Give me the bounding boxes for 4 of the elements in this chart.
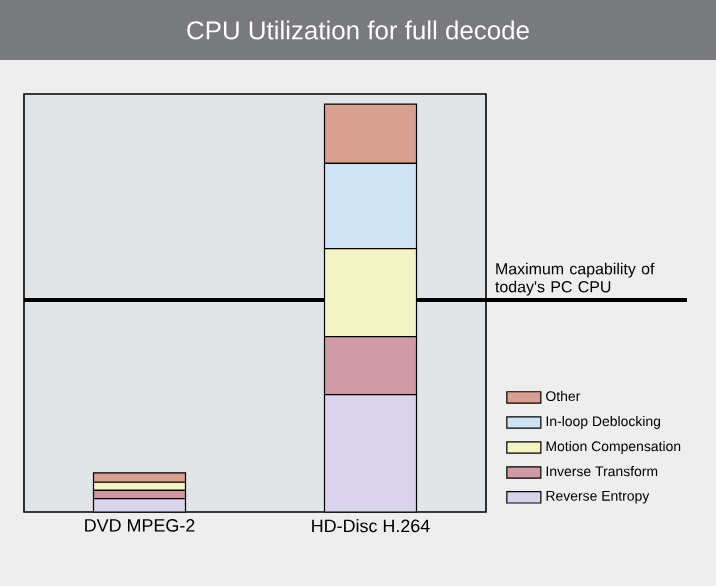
bar (92, 472, 187, 483)
x-tick-label: DVD MPEG-2 (85, 519, 195, 532)
x-tick-label: HD-Disc H.264 (312, 519, 430, 533)
chart-title: CPU Utilization for full decode (187, 20, 529, 40)
